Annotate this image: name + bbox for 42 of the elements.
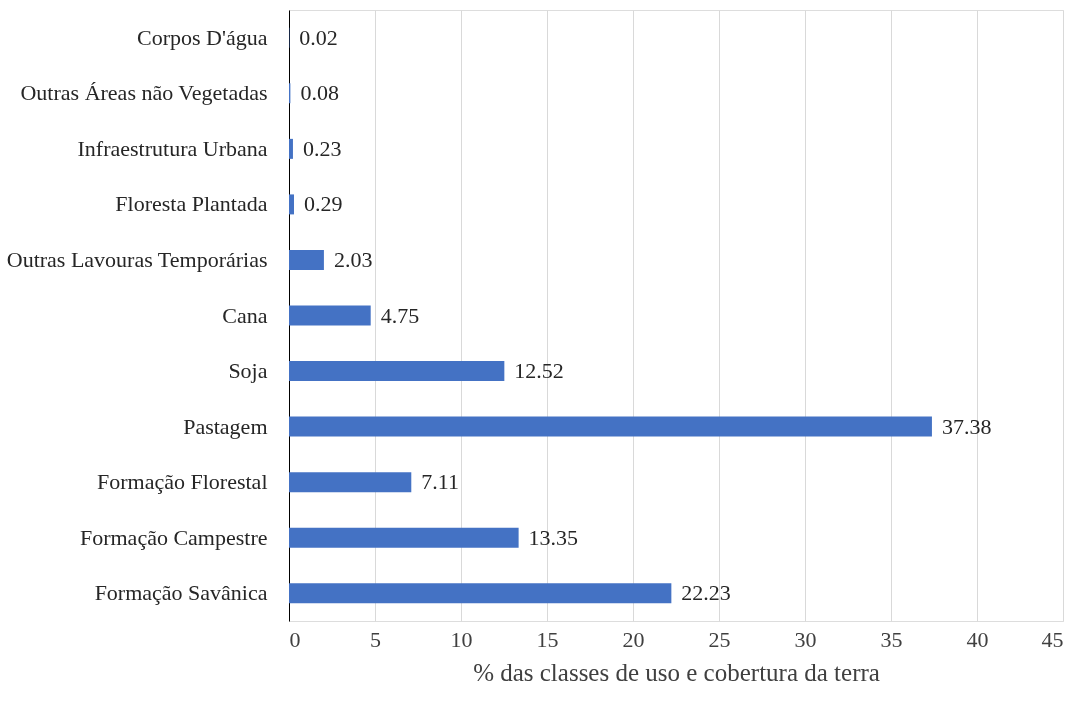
bar <box>289 416 932 437</box>
data-label: 0.08 <box>300 80 339 106</box>
bar <box>289 527 519 548</box>
y-tick-label: Infraestrutura Urbana <box>77 135 268 161</box>
x-tick-label: 0 <box>289 626 301 652</box>
y-tick-label: Outras Áreas não Vegetadas <box>20 80 268 106</box>
y-tick-label: Cana <box>222 302 268 328</box>
x-tick-label: 30 <box>794 626 817 652</box>
x-tick-label: 35 <box>880 626 903 652</box>
y-tick-label: Corpos D'água <box>137 24 268 50</box>
data-label: 37.38 <box>941 413 992 439</box>
y-tick-label: Formação Campestre <box>79 524 268 550</box>
y-tick-label: Outras Lavouras Temporárias <box>6 246 268 272</box>
x-tick-label: 10 <box>450 626 473 652</box>
bar <box>289 583 672 604</box>
data-label: 22.23 <box>681 580 731 606</box>
data-label: 13.35 <box>528 524 579 550</box>
bar <box>289 249 324 270</box>
x-tick-label: 45 <box>1041 626 1064 652</box>
bar <box>289 194 294 215</box>
x-tick-label: 15 <box>536 626 559 652</box>
data-label: 2.03 <box>333 246 373 272</box>
bar <box>289 361 505 382</box>
x-tick-label: 20 <box>622 626 645 652</box>
data-label: 0.29 <box>303 191 343 217</box>
data-label: 7.11 <box>421 469 459 495</box>
data-label: 12.52 <box>514 358 564 384</box>
bar <box>289 138 293 159</box>
x-tick-label: 40 <box>966 626 989 652</box>
data-label: 4.75 <box>380 302 420 328</box>
x-axis-title: % das classes de uso e cobertura da terra <box>473 658 880 686</box>
y-tick-label: Pastagem <box>183 413 268 439</box>
bar <box>289 305 371 326</box>
y-tick-label: Formação Florestal <box>97 469 268 495</box>
data-label: 0.02 <box>299 24 338 50</box>
y-tick-label: Soja <box>228 358 268 384</box>
y-tick-label: Floresta Plantada <box>115 191 268 217</box>
x-tick-label: 5 <box>370 626 381 652</box>
y-tick-label: Formação Savânica <box>94 580 268 606</box>
data-label: 0.23 <box>302 135 342 161</box>
bar <box>289 472 412 493</box>
x-tick-label: 25 <box>708 626 731 652</box>
